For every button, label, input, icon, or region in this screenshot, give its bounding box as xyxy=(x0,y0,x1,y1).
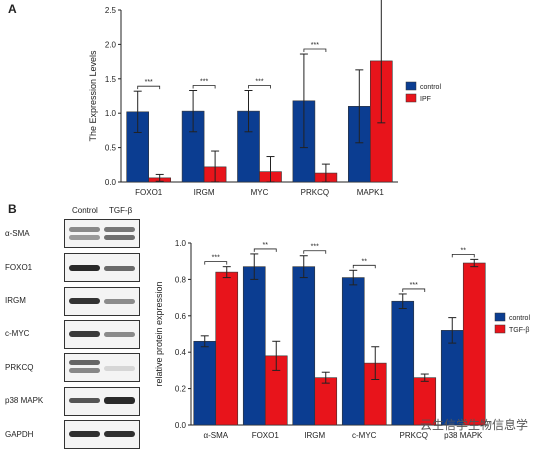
chart-b-significance-label: ** xyxy=(263,242,269,249)
chart-b-significance-bracket xyxy=(352,264,376,269)
chart-a-ytick-label: 1.0 xyxy=(105,109,117,118)
chart-a-ytick-label: 2.5 xyxy=(105,6,117,15)
chart-a-significance-bracket xyxy=(248,85,271,89)
chart-b-ytick-label: 0.2 xyxy=(175,385,187,394)
chart-b-bar-tgf xyxy=(215,271,239,426)
chart-b-ytick-label: 0.0 xyxy=(175,421,187,430)
chart-b-significance-label: ** xyxy=(461,247,467,254)
chart-b-bar-control xyxy=(292,266,316,426)
chart-b-bar-control xyxy=(193,340,217,426)
chart-b-category-label: FOXO1 xyxy=(252,431,280,440)
chart-a-significance-bracket xyxy=(303,48,327,53)
blot-label-foxo1: FOXO1 xyxy=(5,263,33,272)
chart-b-bar-tgf xyxy=(462,262,486,426)
chart-a-significance-bracket xyxy=(192,85,216,89)
blot-image-prkcq xyxy=(64,353,140,382)
chart-a-legend-label: control xyxy=(420,84,441,91)
blot-label-prkcq: PRKCQ xyxy=(5,363,34,372)
lane-label-control: Control xyxy=(72,206,98,215)
chart-a-category-label: PRKCQ xyxy=(301,188,329,197)
chart-a-significance-label: *** xyxy=(311,42,319,49)
chart-b-significance-bracket xyxy=(303,250,327,254)
blot-label-gapdh: GAPDH xyxy=(5,430,34,439)
panel-a-letter: A xyxy=(8,2,17,16)
chart-b-ytick-label: 0.4 xyxy=(175,348,187,357)
watermark-text: 云生信学生物信息学 xyxy=(419,418,528,432)
chart-b-significance-label: ** xyxy=(362,258,368,265)
chart-b-legend-swatch xyxy=(494,312,506,322)
chart-b-ytick-label: 1.0 xyxy=(175,239,187,248)
chart-a-category-label: MAPK1 xyxy=(357,188,385,197)
chart-b-category-label: α-SMA xyxy=(203,431,228,440)
chart-a-category-label: MYC xyxy=(251,188,269,197)
chart-a-legend-swatch xyxy=(405,81,417,91)
chart-b-bar-control xyxy=(242,266,266,426)
chart-b-significance-bracket xyxy=(402,288,426,292)
chart-b-significance-bracket xyxy=(204,261,228,265)
chart-a-legend-label: IPF xyxy=(420,96,431,103)
lane-label-tgf: TGF-β xyxy=(109,206,133,215)
blot-image-p38 xyxy=(64,387,140,416)
chart-a-ytick-label: 0.5 xyxy=(105,144,117,153)
chart-a-significance-label: *** xyxy=(200,78,208,85)
chart-b-legend-swatch xyxy=(494,324,506,334)
blot-label-p38: p38 MAPK xyxy=(5,396,44,405)
blot-label-cmyc: c-MYC xyxy=(5,329,30,338)
chart-b-legend-label: TGF-β xyxy=(509,327,529,334)
chart-a-significance-bracket xyxy=(137,85,161,90)
chart-b-ytick-label: 0.8 xyxy=(175,275,187,284)
chart-b-significance-bracket xyxy=(451,253,475,258)
chart-b-bar-tgf xyxy=(314,377,338,426)
chart-b-category-label: PRKCQ xyxy=(400,431,428,440)
chart-a-legend-swatch xyxy=(405,93,417,103)
chart-b-significance-label: *** xyxy=(212,255,220,262)
chart-b-category-label: IRGM xyxy=(304,431,325,440)
chart-b-legend-label: control xyxy=(509,315,530,322)
blot-label-asma: α-SMA xyxy=(5,229,30,238)
chart-b-category-label: c-MYC xyxy=(352,431,377,440)
chart-b-bar-control xyxy=(391,300,415,426)
chart-b-bar-control xyxy=(341,277,365,426)
chart-b-bar-control xyxy=(440,330,464,426)
chart-a-y-axis-label: The Expression Levels xyxy=(88,50,98,142)
blot-image-asma xyxy=(64,219,140,248)
chart-b-significance-bracket xyxy=(253,248,277,252)
chart-b-significance-label: *** xyxy=(410,282,418,289)
chart-b-ytick-label: 0.6 xyxy=(175,312,187,321)
chart-a-category-label: FOXO1 xyxy=(135,188,163,197)
blot-image-foxo1 xyxy=(64,253,140,282)
blot-image-cmyc xyxy=(64,320,140,349)
chart-b-significance-label: *** xyxy=(311,244,319,251)
chart-a-category-label: IRGM xyxy=(194,188,215,197)
chart-a-ytick-label: 0.0 xyxy=(105,178,117,187)
blot-image-gapdh xyxy=(64,420,140,449)
chart-b-category-label: p38 MAPK xyxy=(444,431,483,440)
blot-image-irgm xyxy=(64,287,140,316)
chart-a-ytick-label: 1.5 xyxy=(105,75,117,84)
chart-a-significance-label: *** xyxy=(145,79,153,86)
chart-a: 0.0 0.5 1.0 1.5 2.0 2.5 The Expression Levels F… xyxy=(88,0,441,197)
chart-a-ytick-label: 2.0 xyxy=(105,40,117,49)
chart-b-y-axis-label: relative protein expression xyxy=(154,281,164,386)
chart-a-significance-label: *** xyxy=(255,78,263,85)
panel-b-letter: B xyxy=(8,202,17,216)
blot-label-irgm: IRGM xyxy=(5,296,26,305)
